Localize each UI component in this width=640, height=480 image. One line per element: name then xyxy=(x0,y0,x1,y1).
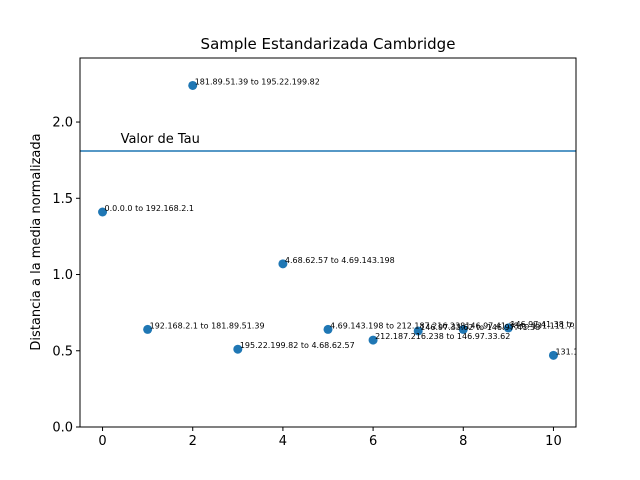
annotations-layer: 0.0.0.0 to 192.168.2.1 192.168.2.1 to 181… xyxy=(105,77,640,356)
data-point xyxy=(368,335,378,345)
point-annotation: 146.97.41.38 to 131.111.7.82 xyxy=(510,320,630,329)
y-tick-label: 0.5 xyxy=(52,344,73,359)
data-point xyxy=(323,324,333,334)
data-point xyxy=(278,259,288,269)
point-annotation: 4.68.62.57 to 4.69.143.198 xyxy=(285,256,395,265)
y-tick-label: 0.0 xyxy=(52,421,73,436)
point-annotation: 131.111.7.82 to 128.232.1.4 xyxy=(555,347,640,356)
data-point xyxy=(458,324,468,334)
y-tick-label: 1.0 xyxy=(52,268,73,283)
data-point xyxy=(413,326,423,336)
ticks-layer: 0 2 4 6 8 10 0.0 0.5 1.0 1.5 2.0 xyxy=(52,116,561,449)
point-annotation: 146.97.33.62 to 146.97.41.38 xyxy=(420,323,540,332)
point-annotation: 192.168.2.1 to 181.89.51.39 xyxy=(150,321,265,330)
plot-frame xyxy=(79,57,577,428)
data-point xyxy=(98,207,108,217)
point-annotation: 4.69.143.198 to 212.187.216.238 xyxy=(330,321,465,330)
y-axis-label: Distancia a la media normalizada xyxy=(29,133,44,350)
x-tick-label: 0 xyxy=(98,434,106,449)
point-annotation: 0.0.0.0 to 192.168.2.1 xyxy=(105,204,194,213)
point-annotation: 181.89.51.39 to 195.22.199.82 xyxy=(195,77,320,86)
x-tick-label: 4 xyxy=(279,434,287,449)
x-tick-label: 8 xyxy=(459,434,467,449)
data-point xyxy=(233,344,243,354)
reference-layer: Valor de Tau xyxy=(80,132,576,152)
data-point xyxy=(548,350,558,360)
tau-label: Valor de Tau xyxy=(121,132,200,147)
plot-area xyxy=(80,58,576,427)
points-layer xyxy=(98,80,558,360)
x-tick-label: 2 xyxy=(189,434,197,449)
point-annotation: 146.97.41.38 to 131.111.7.82 xyxy=(465,321,585,330)
data-point xyxy=(143,324,153,334)
y-tick-label: 2.0 xyxy=(52,116,73,131)
x-tick-label: 10 xyxy=(545,434,562,449)
point-annotation: 195.22.199.82 to 4.68.62.57 xyxy=(240,341,355,350)
data-point xyxy=(188,80,198,90)
x-tick-label: 6 xyxy=(369,434,377,449)
chart-title: Sample Estandarizada Cambridge xyxy=(201,35,456,53)
point-annotation: 212.187.216.238 to 146.97.33.62 xyxy=(375,332,510,341)
y-tick-label: 1.5 xyxy=(52,192,73,207)
data-point xyxy=(503,323,513,333)
